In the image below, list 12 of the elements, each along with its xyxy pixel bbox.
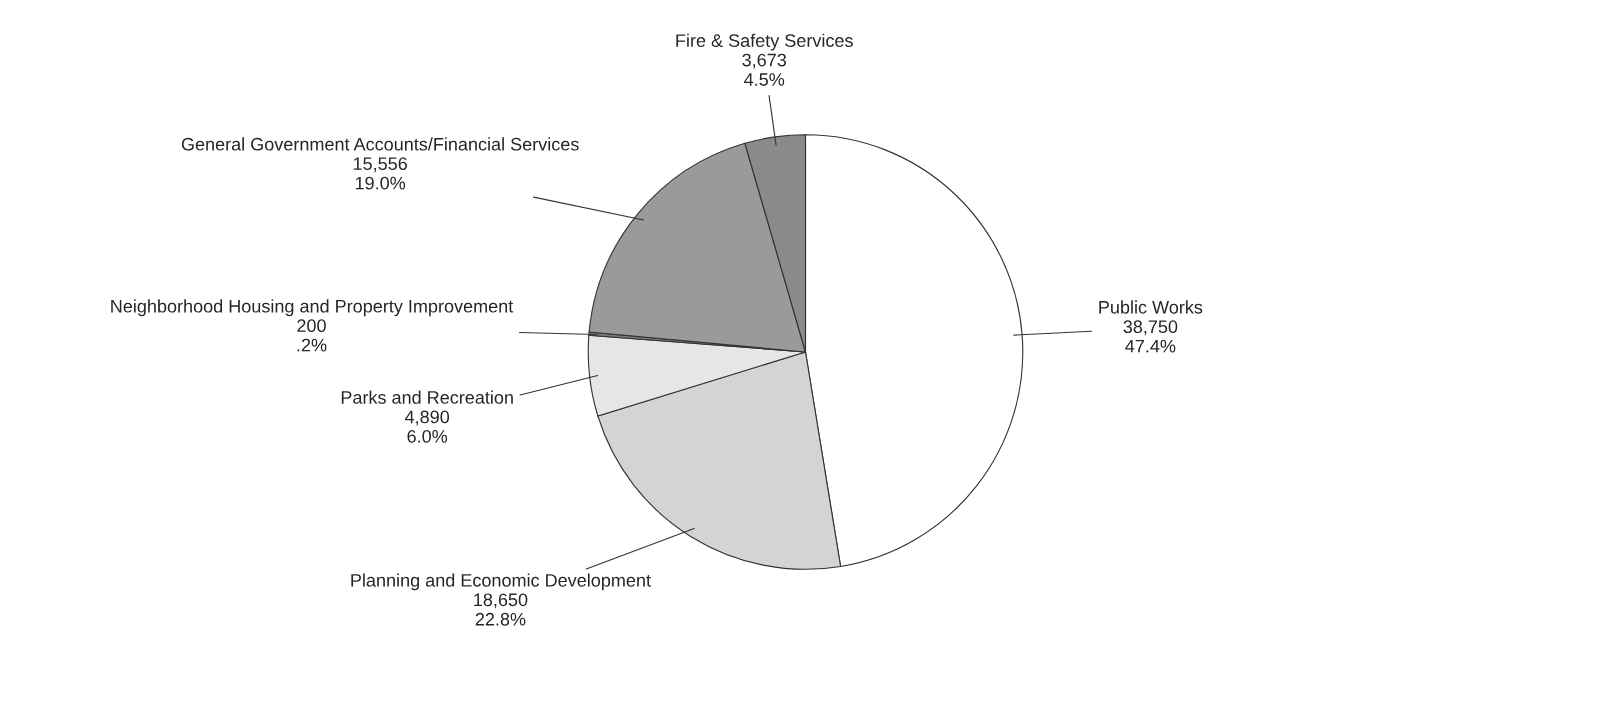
slice-label: Parks and Recreation (341, 390, 513, 404)
data-label: 4,890 6.0% (404, 410, 450, 443)
slice-label: Neighborhood Housing and Property Improvement (111, 299, 514, 317)
data-label: 15,556 19.0% (353, 157, 407, 190)
data-label: 18,650 22.8% (474, 593, 528, 626)
data-label: 200 .2% (297, 319, 327, 352)
slice-label: Fire & Safety Services (676, 33, 853, 51)
slice-label: Planning and Economic Development (351, 573, 651, 591)
slice-label: General Government Accounts/Financial Services (181, 137, 579, 151)
slice-label: Public Works (1099, 300, 1203, 314)
data-label: 38,750 47.4% (1123, 320, 1178, 353)
data-label: 3,673 4.5% (742, 53, 787, 86)
